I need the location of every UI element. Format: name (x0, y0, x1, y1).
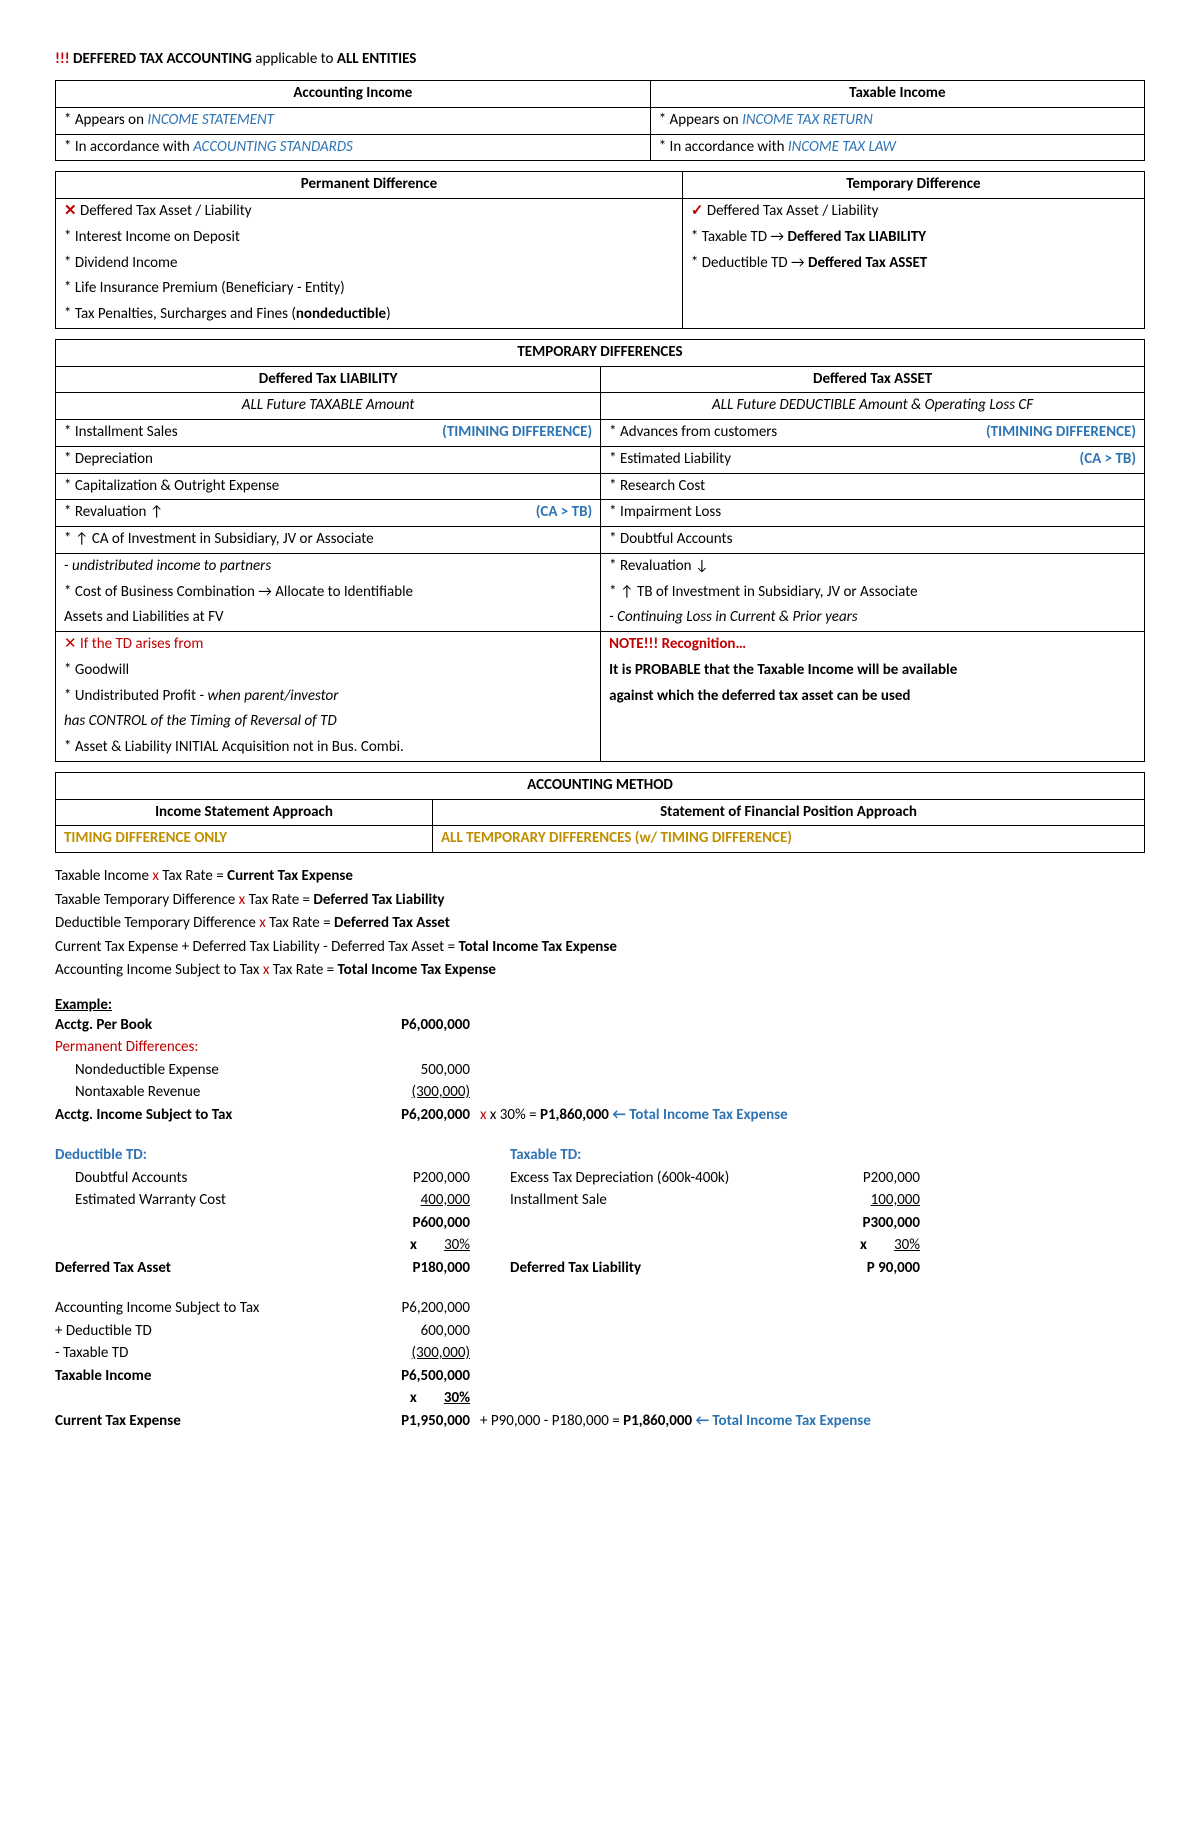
temporary-diff-table: TEMPORARY DIFFERENCES Deffered Tax LIABI… (55, 339, 1145, 762)
page-title: !!! DEFFERED TAX ACCOUNTING applicable t… (55, 50, 1145, 68)
formulas-block: Taxable Income x Tax Rate = Current Tax … (55, 865, 1145, 982)
income-comparison-table: Accounting IncomeTaxable Income * Appear… (55, 80, 1145, 161)
example-block: Example: Acctg. Per BookP6,000,000 Perma… (55, 996, 1145, 1433)
accounting-method-table: ACCOUNTING METHOD Income Statement Appro… (55, 772, 1145, 853)
difference-type-table: Permanent DifferenceTemporary Difference… (55, 171, 1145, 329)
